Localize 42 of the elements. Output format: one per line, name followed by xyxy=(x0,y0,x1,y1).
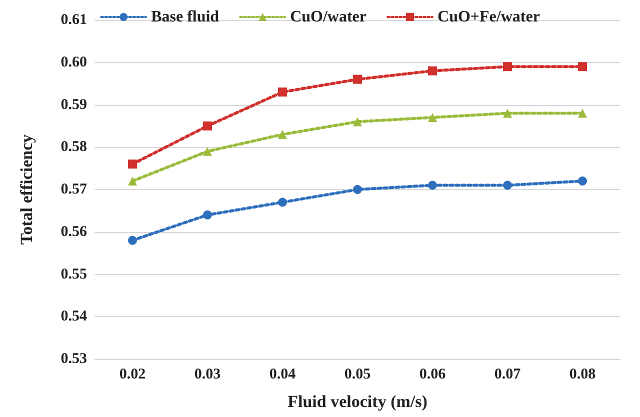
y-tick-label: 0.54 xyxy=(60,308,88,325)
legend-label: CuO+Fe/water xyxy=(438,8,540,26)
y-tick-label: 0.60 xyxy=(60,54,87,70)
x-tick-label: 0.06 xyxy=(419,366,446,382)
point xyxy=(278,130,287,139)
point xyxy=(353,74,362,84)
point xyxy=(353,185,362,194)
x-tick-label: 0.08 xyxy=(569,366,596,382)
point xyxy=(128,160,137,169)
point xyxy=(203,146,212,156)
point xyxy=(503,180,512,190)
point xyxy=(203,121,212,130)
point xyxy=(128,176,137,186)
y-tick-label: 0.61 xyxy=(60,12,87,28)
y-tick-label: 0.55 xyxy=(60,266,87,282)
x-tick-label: 0.02 xyxy=(119,366,146,382)
point xyxy=(428,112,437,122)
legend-label: Base fluid xyxy=(151,8,220,26)
x-tick-label: 0.03 xyxy=(194,366,221,382)
y-tick-label: 0.59 xyxy=(60,96,87,113)
x-tick-label: 0.07 xyxy=(494,366,522,382)
point xyxy=(278,88,287,97)
point xyxy=(578,108,587,118)
y-tick-label: 0.53 xyxy=(60,351,87,367)
point xyxy=(503,108,512,118)
x-axis-title: Fluid velocity (m/s) xyxy=(288,392,428,411)
y-tick-label: 0.56 xyxy=(60,224,88,240)
point xyxy=(278,198,287,207)
y-axis-title: Total efficiency xyxy=(17,134,36,245)
x-tick-label: 0.04 xyxy=(269,366,296,382)
point xyxy=(578,176,587,186)
y-tick-label: 0.57 xyxy=(60,182,88,198)
point xyxy=(428,66,437,76)
point xyxy=(428,180,437,190)
legend-label: CuO/water xyxy=(290,8,367,26)
point xyxy=(578,62,587,72)
point xyxy=(128,236,137,245)
point xyxy=(503,62,512,72)
point xyxy=(353,117,362,126)
point xyxy=(203,210,212,220)
y-tick-label: 0.58 xyxy=(60,139,87,156)
x-tick-label: 0.05 xyxy=(344,366,371,382)
